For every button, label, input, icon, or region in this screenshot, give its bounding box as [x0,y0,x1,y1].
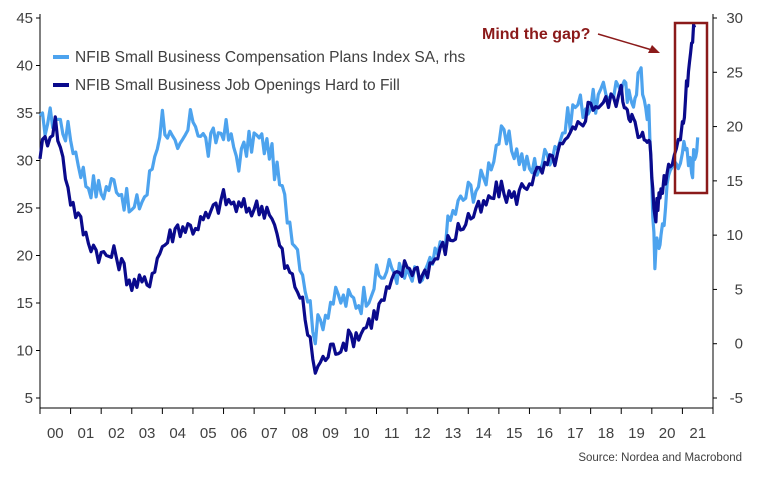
x-tick-label: 13 [445,425,462,442]
x-tick-label: 18 [598,425,615,442]
y-right-tick-label: 15 [726,173,743,190]
x-tick-label: 11 [384,425,400,442]
y-left-tick-label: 45 [16,10,33,27]
y-left-tick-label: 40 [16,58,33,75]
gap-highlight-box [673,21,709,195]
y-left-tick-label: 35 [16,105,33,122]
x-tick-label: 10 [353,425,370,442]
y-right-tick-label: 20 [726,119,743,136]
y-right-tick-label: 30 [726,10,743,27]
legend-label-compensation: NFIB Small Business Compensation Plans I… [75,49,466,66]
x-tick-label: 08 [292,425,309,442]
x-tick-label: 06 [230,425,247,442]
y-left-tick-label: 30 [16,153,33,170]
x-tick-label: 14 [475,425,492,442]
series-line-job-openings [38,23,697,375]
x-tick-label: 19 [628,425,645,442]
y-left-tick-label: 10 [16,343,33,360]
x-tick-label: 17 [567,425,584,442]
y-left-tick-label: 5 [25,390,33,407]
y-right-tick-label: 10 [726,227,743,244]
legend-label-job-openings: NFIB Small Business Job Openings Hard to… [75,77,400,94]
x-tick-label: 04 [169,425,186,442]
source-note: Source: Nordea and Macrobond [578,452,742,464]
annotation-text: Mind the gap? [482,26,590,43]
series-group [38,23,700,375]
y-right-tick-label: -5 [730,390,743,407]
x-tick-label: 21 [689,425,706,442]
x-tick-label: 02 [108,425,125,442]
annotation-arrow-line [597,33,653,51]
x-tick-label: 09 [322,425,339,442]
y-right-tick-label: 5 [735,281,743,298]
y-right-tick-label: 25 [726,64,743,81]
x-tick-label: 15 [506,425,523,442]
annotation-arrow-head-icon [648,45,660,53]
y-right-tick-label: 0 [735,336,743,353]
y-left-tick-label: 20 [16,248,33,265]
x-tick-label: 07 [261,425,278,442]
x-tick-label: 20 [659,425,676,442]
x-tick-label: 03 [139,425,156,442]
x-tick-label: 16 [536,425,553,442]
series-line-compensation-plans [38,66,700,346]
x-tick-label: 12 [414,425,431,442]
y-left-tick-label: 15 [16,295,33,312]
legend: NFIB Small Business Compensation Plans I… [53,49,466,94]
x-tick-label: 01 [78,425,95,442]
y-left-tick-label: 25 [16,200,33,217]
x-tick-label: 00 [47,425,64,442]
x-tick-label: 05 [200,425,217,442]
